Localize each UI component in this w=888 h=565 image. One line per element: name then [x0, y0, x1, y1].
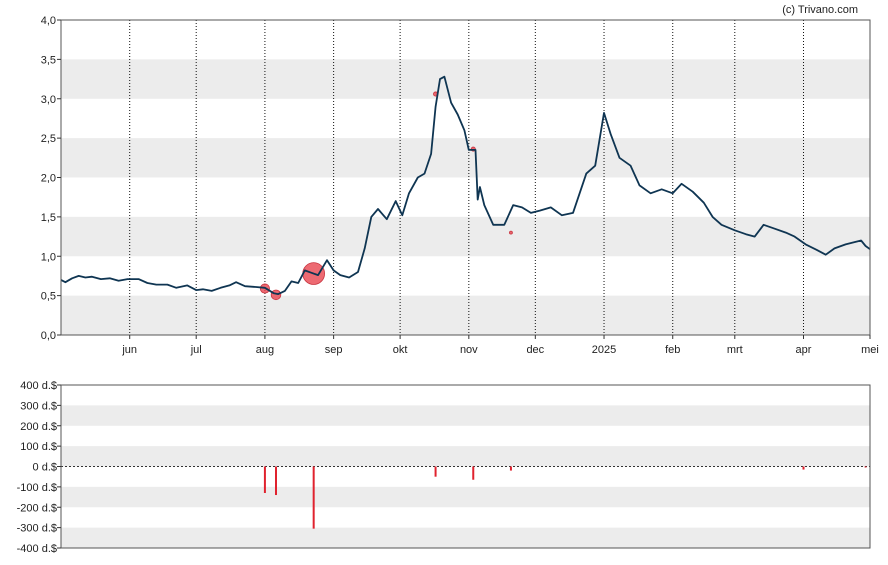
trade-markers — [259, 91, 513, 301]
volume-y-tick-label: 200 d.$ — [20, 421, 57, 433]
x-tick-label: nov — [460, 344, 478, 356]
volume-panel-bands — [61, 405, 870, 548]
volume-band — [61, 405, 870, 426]
volume-band — [61, 486, 870, 508]
volume-y-axis: 400 d.$ 300 d.$ 200 d.$ 100 d.$ 0 d.$ -100 d.… — [17, 380, 61, 555]
volume-bar — [274, 466, 277, 496]
volume-y-tick-label: 0 d.$ — [33, 462, 57, 474]
price-y-tick-label: 3,0 — [41, 94, 56, 106]
volume-band — [61, 527, 870, 548]
volume-bar — [509, 466, 512, 471]
x-tick-label: mei — [861, 344, 879, 356]
x-tick-label: apr — [796, 344, 812, 356]
trade-marker — [270, 289, 282, 301]
price-y-tick-label: 3,5 — [41, 54, 56, 66]
price-y-axis: 0,0 0,5 1,0 1,5 2,0 2,5 3,0 3,5 4,0 — [41, 15, 61, 342]
volume-band — [61, 446, 870, 467]
price-band — [61, 295, 870, 335]
volume-y-tick-label: -400 d.$ — [17, 543, 57, 555]
volume-y-tick-label: 100 d.$ — [20, 441, 57, 453]
trade-marker — [509, 230, 513, 235]
volume-bar — [472, 466, 475, 480]
volume-bar — [434, 466, 437, 477]
volume-bar — [802, 466, 805, 470]
volume-bars — [263, 466, 867, 529]
price-y-tick-label: 2,0 — [41, 173, 56, 185]
volume-y-tick-label: 300 d.$ — [20, 400, 57, 412]
volume-y-tick-label: -200 d.$ — [17, 502, 57, 514]
x-axis: jun jul aug sep okt nov dec 2025 feb mrt apr mei — [121, 335, 879, 356]
price-line — [60, 75, 871, 295]
x-tick-label: aug — [256, 344, 274, 356]
x-tick-label: jul — [190, 344, 202, 356]
price-y-tick-label: 0,5 — [41, 291, 56, 303]
price-y-tick-label: 0,0 — [41, 330, 56, 342]
price-band — [61, 216, 870, 257]
volume-y-tick-label: -100 d.$ — [17, 482, 57, 494]
x-tick-label: okt — [393, 344, 408, 356]
price-y-tick-label: 1,0 — [41, 251, 56, 263]
price-band — [61, 138, 870, 178]
volume-y-tick-label: 400 d.$ — [20, 380, 57, 392]
price-y-tick-label: 4,0 — [41, 15, 56, 27]
x-tick-label: jun — [121, 344, 137, 356]
volume-bar — [864, 466, 867, 468]
x-tick-label: feb — [665, 344, 680, 356]
volume-bar — [312, 466, 315, 529]
volume-bar — [263, 466, 266, 493]
price-y-tick-label: 2,5 — [41, 133, 56, 145]
x-tick-label: sep — [325, 344, 343, 356]
x-tick-label: 2025 — [592, 344, 616, 356]
price-panel-bands — [61, 59, 870, 335]
price-y-tick-label: 1,5 — [41, 212, 56, 224]
price-band — [61, 59, 870, 99]
volume-y-tick-label: -300 d.$ — [17, 523, 57, 535]
x-tick-label: mrt — [727, 344, 743, 356]
credit-label: (c) Trivano.com — [782, 4, 858, 16]
x-tick-label: dec — [526, 344, 544, 356]
